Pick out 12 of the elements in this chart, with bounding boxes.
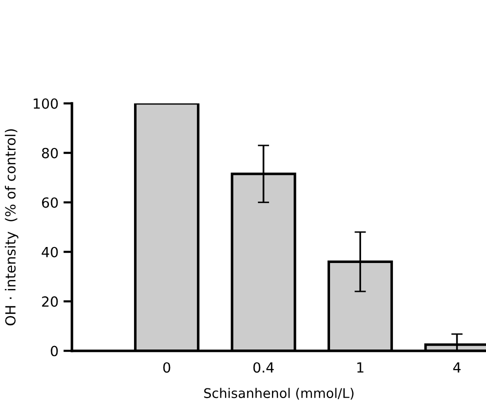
x-tick-label: 0.4 [253,362,274,373]
y-tick-label: 0 [50,346,58,356]
y-tick-label: 100 [34,98,58,109]
y-axis-title: OH · intensity (% of control) [4,129,18,326]
y-tick-label: 80 [42,148,58,158]
x-axis-title: Schisanhenol (mmol/L) [204,388,354,400]
y-tick-label: 20 [42,296,58,307]
x-tick-label: 4 [453,362,461,372]
x-tick-label: 1 [357,362,364,372]
y-tick-label: 60 [42,197,58,208]
y-tick-label: 40 [42,246,58,258]
x-tick-label: 0 [163,362,170,373]
